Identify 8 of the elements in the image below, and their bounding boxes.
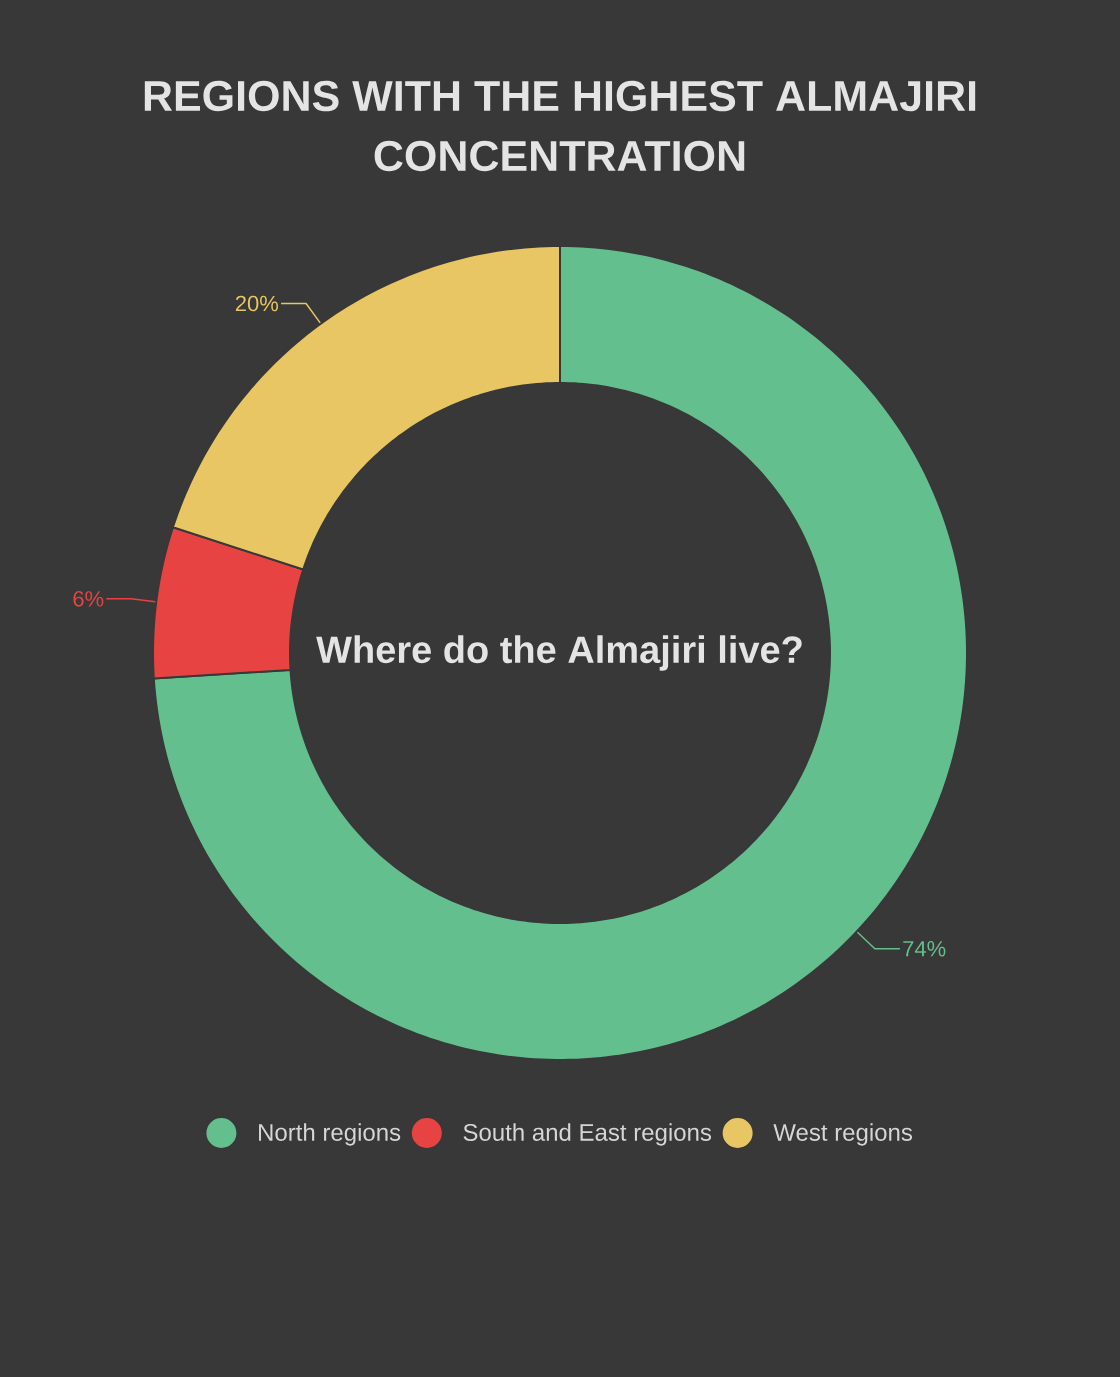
chart-title: REGIONS WITH THE HIGHEST ALMAJIRI CONCENTRATION (144, 80, 976, 172)
legend-label: South and East regions (463, 1123, 712, 1146)
data-label: 6% (73, 591, 104, 607)
legend-label: West regions (773, 1123, 913, 1146)
data-label: 20% (235, 295, 279, 312)
legend-label: North regions (259, 1123, 401, 1146)
data-label: 74% (903, 941, 946, 957)
text: Where do the Almajiri live? (316, 635, 802, 671)
